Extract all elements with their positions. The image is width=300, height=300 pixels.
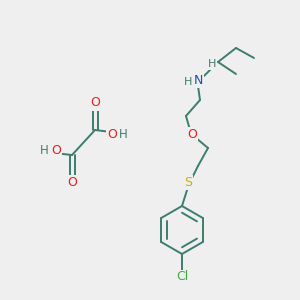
Text: N: N xyxy=(193,74,203,86)
Text: H: H xyxy=(184,77,192,87)
Text: H: H xyxy=(40,145,48,158)
Text: S: S xyxy=(184,176,192,188)
Text: H: H xyxy=(119,128,128,140)
Text: O: O xyxy=(107,128,117,140)
Text: Cl: Cl xyxy=(176,271,188,284)
Text: O: O xyxy=(187,128,197,140)
Text: H: H xyxy=(208,59,216,69)
Text: O: O xyxy=(90,97,100,110)
Text: O: O xyxy=(51,145,61,158)
Text: O: O xyxy=(67,176,77,188)
